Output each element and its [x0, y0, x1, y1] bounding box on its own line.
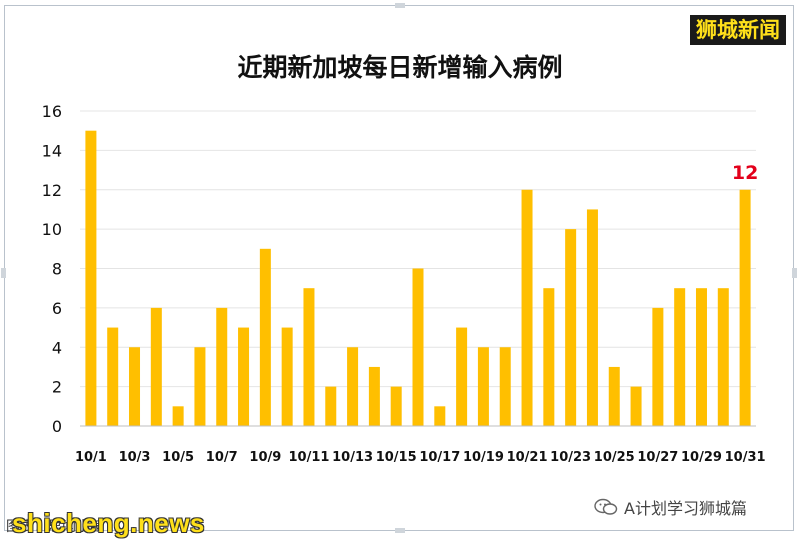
resize-handle-left[interactable] — [1, 268, 6, 278]
bar-10-17 — [434, 406, 446, 426]
bar-10-1 — [85, 130, 97, 426]
bar-10-9 — [259, 248, 271, 426]
bar-10-2 — [107, 327, 119, 426]
x-tick-label: 10/15 — [376, 450, 417, 465]
bar-10-11 — [303, 288, 315, 426]
x-tick-label: 10/11 — [288, 450, 329, 465]
bar-10-19 — [477, 347, 489, 426]
x-tick-label: 10/17 — [419, 450, 460, 465]
resize-handle-top[interactable] — [395, 3, 405, 8]
bar-10-21 — [521, 189, 533, 426]
resize-handle-bottom[interactable] — [395, 528, 405, 533]
bar-10-31 — [739, 189, 751, 426]
resize-handle-right[interactable] — [792, 268, 797, 278]
wechat-account: A计划学习狮城篇 — [624, 499, 747, 518]
x-tick-label: 10/29 — [681, 450, 722, 465]
data-label-10-31: 12 — [732, 162, 758, 184]
y-tick-label: 6 — [52, 299, 62, 318]
bar-10-25 — [608, 366, 620, 426]
bar-10-23 — [565, 229, 577, 426]
bar-10-26 — [630, 386, 642, 426]
y-tick-label: 4 — [52, 338, 62, 357]
bar-10-28 — [674, 288, 686, 426]
x-tick-label: 10/5 — [162, 450, 194, 465]
bar-10-6 — [194, 347, 206, 426]
chart-title: 近期新加坡每日新增输入病例 — [237, 53, 562, 82]
bar-10-7 — [216, 307, 228, 426]
x-tick-label: 10/31 — [725, 450, 766, 465]
y-tick-label: 8 — [52, 260, 62, 279]
brand-logo: 狮城新闻 — [690, 15, 786, 45]
bar-10-4 — [150, 307, 162, 426]
bar-10-27 — [652, 307, 664, 426]
bars — [85, 130, 751, 426]
x-tick-label: 10/19 — [463, 450, 504, 465]
y-tick-label: 12 — [42, 181, 62, 200]
x-tick-label: 10/3 — [119, 450, 151, 465]
x-axis: 10/1 10/3 10/5 10/7 10/9 10/11 10/13 10/15 10/17… — [75, 425, 766, 465]
bar-10-30 — [717, 288, 729, 426]
bar-10-14 — [368, 366, 380, 426]
y-tick-label: 0 — [52, 417, 62, 436]
x-tick-label: 10/21 — [507, 450, 548, 465]
bar-10-10 — [281, 327, 293, 426]
x-tick-label: 10/27 — [637, 450, 678, 465]
wechat-credit: A计划学习狮城篇 — [594, 495, 747, 519]
x-tick-label: 10/7 — [206, 450, 238, 465]
bar-10-16 — [412, 268, 424, 426]
bar-10-18 — [456, 327, 468, 426]
bar-10-8 — [238, 327, 250, 426]
bar-10-5 — [172, 406, 184, 426]
bar-10-22 — [543, 288, 555, 426]
y-tick-label: 2 — [52, 378, 62, 397]
y-tick-label: 10 — [42, 220, 62, 239]
wechat-icon — [594, 498, 618, 515]
x-tick-label: 10/25 — [594, 450, 635, 465]
bar-10-3 — [129, 347, 141, 426]
x-tick-label: 10/23 — [550, 450, 591, 465]
bar-10-20 — [499, 347, 511, 426]
bar-10-12 — [325, 386, 337, 426]
x-tick-label: 10/1 — [75, 450, 107, 465]
site-watermark: shicheng.news — [12, 508, 205, 538]
bar-10-29 — [695, 288, 707, 426]
y-axis: 0 2 4 6 8 10 12 14 16 — [42, 102, 62, 436]
bar-10-13 — [347, 347, 359, 426]
x-tick-label: 10/9 — [249, 450, 281, 465]
bar-10-24 — [586, 209, 598, 426]
y-tick-label: 16 — [42, 102, 62, 121]
y-tick-label: 14 — [42, 141, 62, 160]
chart-source: 图表：思闻小编 — [6, 519, 104, 535]
bar-10-15 — [390, 386, 402, 426]
data-labels: 12 — [732, 162, 758, 184]
x-tick-label: 10/13 — [332, 450, 373, 465]
